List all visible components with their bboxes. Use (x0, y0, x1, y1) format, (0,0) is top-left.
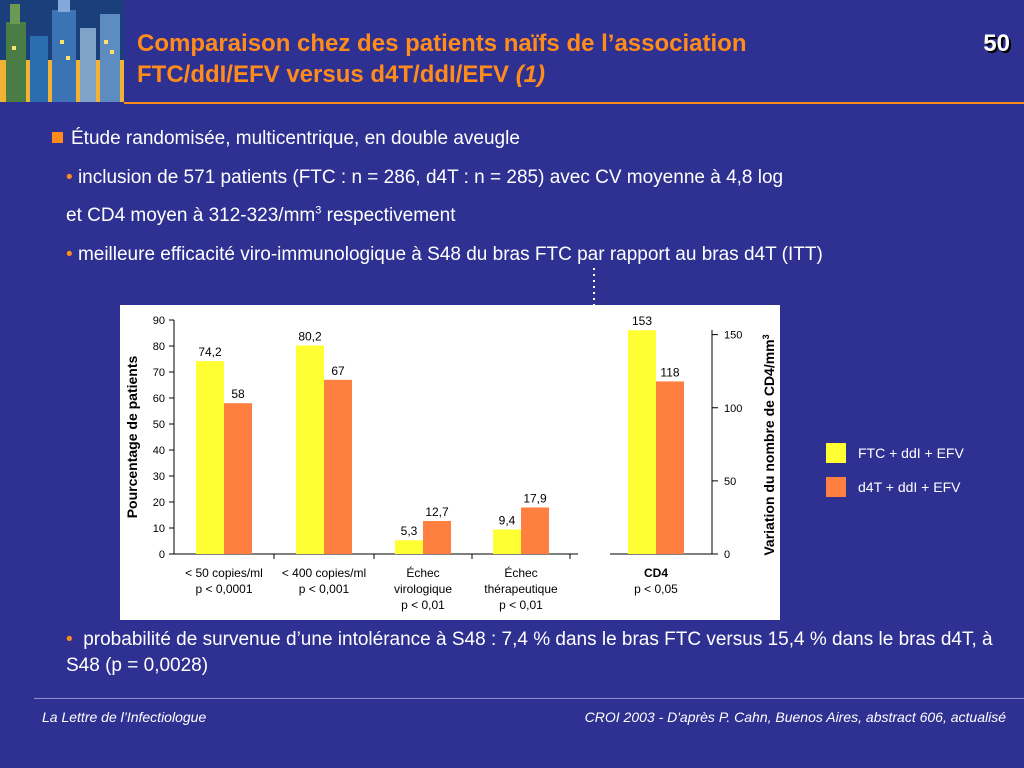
bar-value-label: 118 (660, 365, 679, 379)
category-label: CD4 (644, 566, 668, 580)
category-label: p < 0,05 (634, 582, 678, 596)
bar-d4t (656, 381, 684, 554)
left-tick-label: 80 (153, 341, 165, 353)
page-number: 50 (983, 30, 1010, 57)
main-bullet-text: Étude randomisée, multicentrique, en dou… (71, 128, 520, 149)
bar-ftc (196, 361, 224, 554)
slide-title: Comparaison chez des patients naïfs de l… (137, 28, 937, 90)
bar-value-label: 17,9 (523, 491, 547, 505)
category-label: thérapeutique (484, 582, 558, 596)
superscript-3: 3 (315, 204, 322, 217)
left-tick-label: 60 (153, 393, 165, 405)
footer-right: CROI 2003 - D'après P. Cahn, Buenos Aire… (584, 709, 1006, 725)
left-tick-label: 10 (153, 523, 165, 535)
right-tick-label: 100 (724, 403, 742, 415)
bottom-bullet: • probabilité de survenue d’une intoléra… (66, 627, 996, 679)
dot-bullet-icon: • (66, 244, 73, 265)
bar-value-label: 74,2 (198, 345, 222, 359)
bar-d4t (423, 520, 451, 554)
left-tick-label: 40 (153, 445, 165, 457)
dot-bullet-icon: • (66, 629, 73, 650)
y-axis-label: Pourcentage de patients (124, 355, 140, 518)
bar-value-label: 153 (632, 314, 652, 328)
legend-label-d4t: d4T + ddI + EFV (858, 479, 961, 495)
bar-value-label: 9,4 (499, 514, 516, 528)
sub-bullet-1-line2-end: respectivement (321, 205, 456, 226)
bar-d4t (324, 379, 352, 554)
legend-label-ftc: FTC + ddI + EFV (858, 445, 964, 461)
legend-swatch-d4t (826, 477, 846, 497)
bar-d4t (521, 507, 549, 554)
legend-item-d4t: d4T + ddI + EFV (826, 470, 964, 504)
category-label: < 50 copies/ml (185, 566, 263, 580)
legend-item-ftc: FTC + ddI + EFV (826, 436, 964, 470)
category-label: p < 0,0001 (195, 582, 252, 596)
bar-value-label: 58 (231, 387, 245, 401)
bar-ftc (493, 529, 521, 554)
right-tick-label: 50 (724, 476, 736, 488)
category-label: p < 0,01 (499, 598, 543, 612)
dot-bullet-icon: • (66, 167, 73, 188)
left-tick-label: 90 (153, 315, 165, 327)
city-skyline-logo (0, 0, 124, 102)
title-line-2: FTC/ddI/EFV versus d4T/ddI/EFV (137, 61, 516, 88)
sub-bullet-1-text: inclusion de 571 patients (FTC : n = 286… (77, 167, 784, 188)
left-tick-label: 50 (153, 419, 165, 431)
y2-axis-label: Variation du nombre de CD4/mm3 (761, 334, 777, 555)
bar-ftc (628, 330, 656, 554)
category-label: p < 0,01 (401, 598, 445, 612)
left-tick-label: 20 (153, 497, 165, 509)
left-tick-label: 30 (153, 471, 165, 483)
category-label: < 400 copies/ml (282, 566, 366, 580)
category-label: Échec (504, 565, 537, 580)
sub-bullet-2: • meilleure efficacité viro-immunologiqu… (66, 243, 823, 267)
sub-bullet-1-continuation: et CD4 moyen à 312-323/mm3 respectivemen… (66, 204, 455, 228)
title-line-1: Comparaison chez des patients naïfs de l… (137, 30, 747, 57)
legend-swatch-ftc (826, 443, 846, 463)
bar-ftc (395, 540, 423, 554)
footer-divider (34, 698, 1024, 699)
bar-value-label: 80,2 (298, 329, 322, 343)
right-tick-label: 150 (724, 330, 742, 342)
title-reference: (1) (515, 61, 546, 88)
bottom-bullet-text: probabilité de survenue d’une intoléranc… (66, 629, 993, 676)
left-tick-label: 0 (159, 549, 165, 561)
sub-bullet-1-line2: et CD4 moyen à 312-323/mm (66, 205, 316, 226)
right-tick-label: 0 (724, 549, 730, 561)
category-label: Échec (406, 565, 439, 580)
bar-value-label: 5,3 (401, 524, 418, 538)
title-divider (124, 102, 1024, 104)
footer-left: La Lettre de l’Infectiologue (42, 709, 207, 725)
square-bullet-icon (52, 132, 63, 143)
bar-d4t (224, 403, 252, 554)
bar-value-label: 67 (331, 364, 345, 378)
sub-bullet-1: • inclusion de 571 patients (FTC : n = 2… (66, 166, 783, 190)
left-tick-label: 70 (153, 367, 165, 379)
category-label: virologique (394, 582, 452, 596)
category-label: p < 0,001 (299, 582, 350, 596)
bar-value-label: 12,7 (425, 505, 449, 519)
chart-legend: FTC + ddI + EFV d4T + ddI + EFV (826, 436, 964, 504)
bar-ftc (296, 345, 324, 554)
sub-bullet-2-text: meilleure efficacité viro-immunologique … (77, 244, 823, 265)
y2-axis-label-superscript: 3 (761, 334, 771, 339)
main-bullet: Étude randomisée, multicentrique, en dou… (52, 127, 520, 151)
